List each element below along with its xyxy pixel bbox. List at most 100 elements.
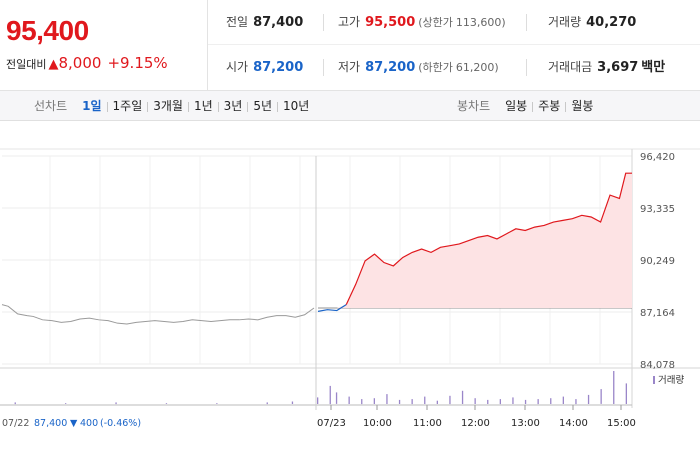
- tab-period-0[interactable]: 1일: [82, 99, 102, 113]
- amount-label: 거래대금: [548, 60, 593, 74]
- prev-day-change: 400: [80, 418, 98, 429]
- volume-bar: [317, 397, 319, 404]
- tab-candle-2[interactable]: 월봉: [571, 99, 594, 113]
- y-tick-label: 87,164: [640, 308, 675, 319]
- volume-legend-label: 거래량: [658, 374, 684, 386]
- tab-period-2[interactable]: 3개월: [153, 99, 183, 113]
- x-tick-label: 11:00: [413, 418, 442, 429]
- volume-bar: [411, 399, 413, 405]
- divider: [526, 14, 527, 31]
- y-tick-label: 96,420: [640, 152, 675, 163]
- volume-bar: [329, 385, 331, 405]
- y-tick-label: 90,249: [640, 256, 675, 267]
- volume-bar: [216, 403, 218, 404]
- volume-bar: [398, 399, 401, 404]
- x-tick-label: 10:00: [363, 418, 392, 429]
- low-price: 저가 87,200 (하한가 61,200): [338, 45, 499, 90]
- tab-divider: [217, 101, 219, 112]
- current-price: 95,400: [6, 15, 89, 46]
- upper-limit-label: (상한가: [418, 16, 453, 29]
- tab-candle-1[interactable]: 주봉: [538, 99, 561, 113]
- candle-period-list: 일봉 주봉 월봉: [500, 99, 598, 113]
- x-tick-label: 15:00: [607, 418, 636, 429]
- volume-bar: [373, 398, 375, 404]
- line-chart-tabs: 선차트 1일 1주일 3개월 1년 3년 5년 10년: [34, 91, 314, 121]
- up-arrow-icon: ▲: [48, 57, 59, 72]
- open-label: 시가: [226, 60, 249, 74]
- tab-divider: [247, 101, 249, 112]
- volume-bar: [587, 394, 590, 404]
- volume-bar: [600, 389, 602, 404]
- line-chart-title: 선차트: [34, 99, 68, 113]
- down-arrow-icon: ▼: [70, 418, 78, 429]
- y-tick-label: 93,335: [640, 204, 675, 215]
- volume-label: 거래량: [548, 15, 582, 29]
- period-tabs: 선차트 1일 1주일 3개월 1년 3년 5년 10년 봉차트 일봉 주봉 월봉: [0, 91, 700, 121]
- tab-period-1[interactable]: 1주일: [112, 99, 143, 113]
- volume: 거래량 40,270: [548, 0, 636, 45]
- price-change: 전일대비 ▲8,000 +9.15%: [6, 54, 168, 72]
- volume-bar: [449, 395, 451, 405]
- volume-bar: [537, 399, 539, 405]
- up-area-fill: [318, 173, 632, 309]
- volume-bar: [361, 399, 363, 405]
- volume-bar: [524, 399, 527, 404]
- tab-period-5[interactable]: 5년: [253, 99, 273, 113]
- volume-bar: [474, 398, 476, 404]
- volume-bar: [512, 397, 514, 404]
- amount-unit: 백만: [641, 60, 666, 75]
- volume-bar: [335, 392, 338, 404]
- prev-day-date: 07/22: [2, 418, 29, 429]
- volume-bar: [550, 398, 552, 404]
- volume-value: 40,270: [586, 15, 637, 30]
- change-label: 전일대비: [6, 58, 47, 71]
- quote-panel: 95,400 전일대비 ▲8,000 +9.15% 전일 87,400 고가 95,50…: [0, 0, 700, 91]
- x-tick-label: 12:00: [461, 418, 490, 429]
- volume-bar: [14, 402, 16, 405]
- upper-limit-value: 113,600): [455, 16, 506, 29]
- divider: [526, 59, 527, 76]
- prev-close: 전일 87,400: [226, 0, 303, 45]
- volume-bar: [487, 399, 489, 404]
- open-price: 시가 87,200: [226, 45, 303, 90]
- x-tick-label: 14:00: [559, 418, 588, 429]
- volume-bar: [266, 402, 268, 405]
- prev-close-label: 전일: [226, 15, 249, 29]
- lower-limit-value: 61,200): [455, 61, 499, 74]
- tab-divider: [106, 101, 108, 112]
- tab-divider: [532, 101, 534, 112]
- volume-bar: [562, 396, 564, 404]
- price-chart[interactable]: 거래량 96,420 93,335 90,249 87,164 84,078 07/23…: [0, 121, 700, 450]
- volume-bar: [625, 383, 627, 404]
- volume-bar: [436, 400, 438, 404]
- divider: [323, 59, 324, 76]
- volume-bar: [499, 399, 501, 405]
- volume-bar: [461, 390, 464, 404]
- open-value: 87,200: [253, 60, 304, 75]
- low-label: 저가: [338, 60, 361, 74]
- tab-period-6[interactable]: 10년: [283, 99, 310, 113]
- x-tick-label: 07/23: [317, 418, 346, 429]
- volume-legend-swatch: [653, 376, 655, 384]
- candle-chart-tabs: 봉차트 일봉 주봉 월봉: [457, 91, 598, 121]
- price-box: 95,400 전일대비 ▲8,000 +9.15%: [0, 0, 208, 91]
- lower-limit-label: (하한가: [418, 61, 453, 74]
- tab-candle-0[interactable]: 일봉: [505, 99, 528, 113]
- volume-bar: [115, 402, 117, 405]
- volume-bar: [165, 403, 168, 404]
- volume-bar: [65, 403, 67, 404]
- today-line-down: [317, 304, 347, 312]
- prev-day-close: 87,400: [34, 418, 67, 429]
- divider: [323, 14, 324, 31]
- tab-divider: [277, 101, 279, 112]
- amount-value: 3,697: [597, 60, 639, 75]
- tab-period-4[interactable]: 3년: [223, 99, 243, 113]
- high-price: 고가 95,500 (상한가 113,600): [338, 0, 506, 45]
- tab-period-3[interactable]: 1년: [193, 99, 213, 113]
- chart-svg[interactable]: 거래량 96,420 93,335 90,249 87,164 84,078 07/23…: [0, 121, 700, 450]
- high-value: 95,500: [365, 15, 416, 30]
- x-tick-label: 13:00: [511, 418, 540, 429]
- prev-close-value: 87,400: [253, 15, 304, 30]
- tab-divider: [147, 101, 149, 112]
- change-rate: +9.15%: [107, 54, 168, 72]
